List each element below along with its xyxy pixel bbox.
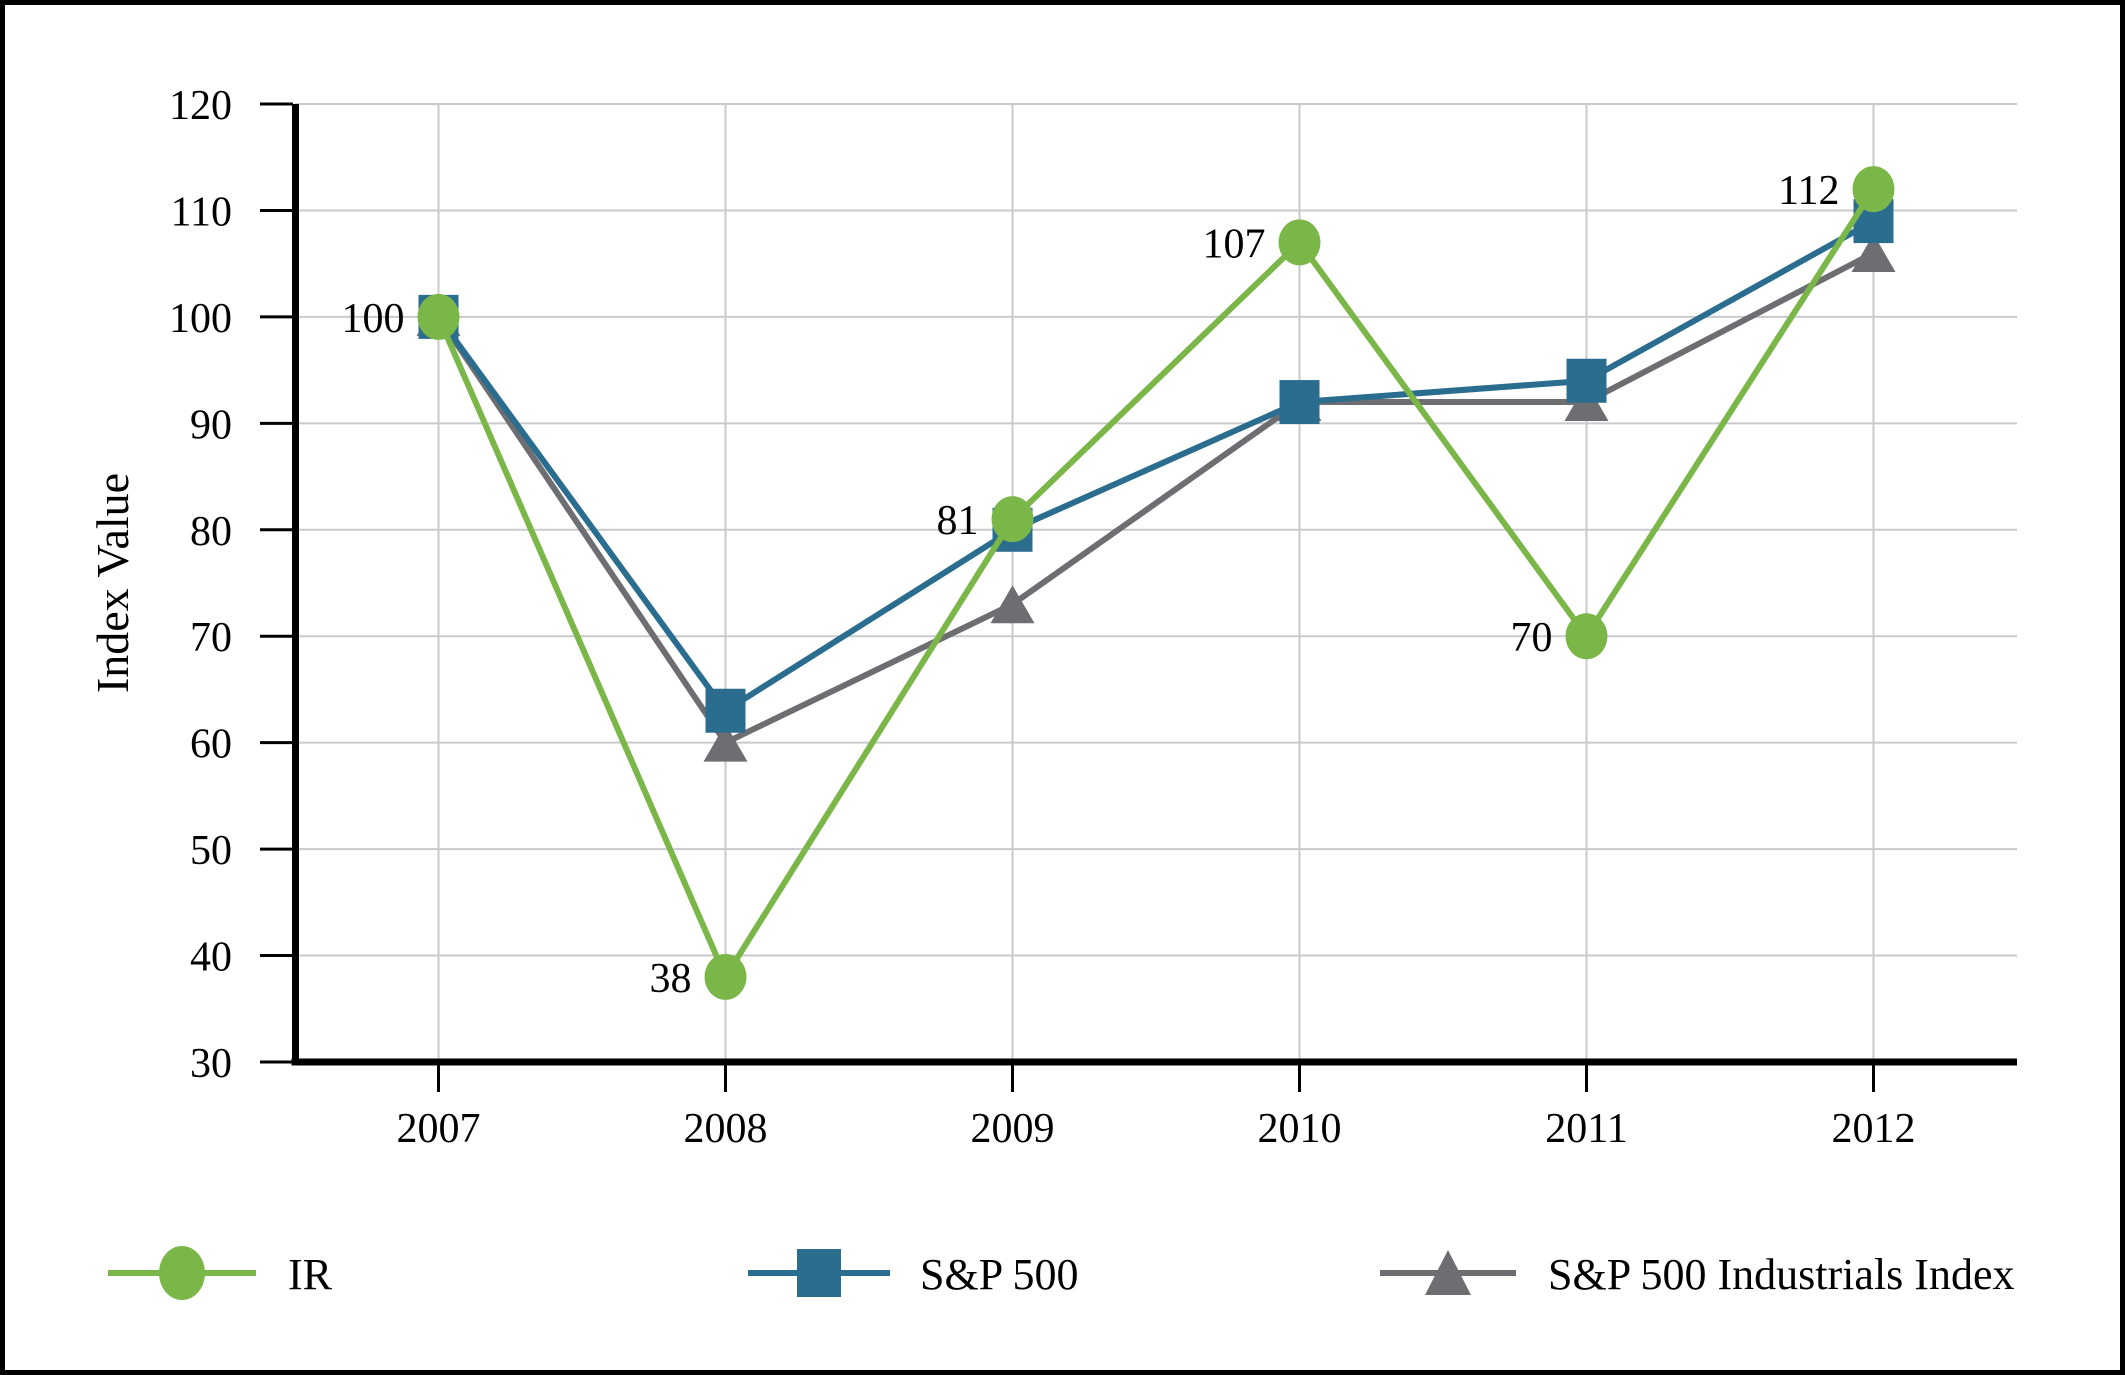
square-marker-s-p-500-2010 [1279, 380, 1320, 425]
data-label-2010: 107 [1203, 221, 1266, 267]
data-label-2009: 81 [937, 498, 979, 544]
series-line-s-p-500 [436, 218, 1875, 715]
y-axis-title: Index Value [87, 473, 138, 693]
x-tick-label: 2007 [397, 1106, 481, 1152]
x-tick-label: 2012 [1832, 1106, 1916, 1152]
circle-marker-ir-2011 [1565, 613, 1608, 660]
axis-layer: 30 40 50 60 70 80 90 100 110 120 2007 2008 2009 2010 2… [169, 83, 2017, 1152]
legend-item-industrials: S&P 500 Industrials Index [1380, 1250, 2014, 1299]
circle-marker-ir-2009 [991, 496, 1034, 543]
legend-item-ir: IR [108, 1246, 333, 1300]
data-label-2007: 100 [342, 296, 405, 342]
y-tick-label: 30 [190, 1041, 232, 1087]
data-label-2012: 112 [1778, 168, 1839, 214]
triangle-marker-s-p-500-industrials-index-2008 [703, 723, 748, 762]
x-tick-label: 2011 [1545, 1106, 1627, 1152]
series-line-s-p-500-industrials-index [436, 250, 1875, 747]
y-tick-label: 80 [190, 509, 232, 555]
square-marker-icon [797, 1249, 841, 1297]
circle-marker-ir-2010 [1278, 219, 1321, 266]
legend-label-ir: IR [288, 1250, 333, 1299]
series-line-ir [435, 187, 1877, 984]
circle-marker-ir-2007 [417, 293, 460, 340]
y-tick-label: 90 [190, 402, 232, 448]
y-tick-label: 50 [190, 828, 232, 874]
performance-line-chart: 30 40 50 60 70 80 90 100 110 120 2007 2008 2009 2010 2… [87, 83, 2017, 1300]
legend-label-sp500: S&P 500 [920, 1250, 1079, 1299]
square-marker-s-p-500-2008 [705, 688, 746, 733]
y-tick-label: 100 [169, 296, 232, 342]
triangle-marker-s-p-500-industrials-index-2009 [990, 585, 1035, 624]
data-label-layer: 100 38 81 107 70 112 [342, 168, 1840, 1002]
circle-marker-ir-2008 [704, 953, 747, 1000]
data-label-2011: 70 [1511, 615, 1553, 661]
square-marker-s-p-500-2011 [1566, 358, 1607, 403]
data-label-2008: 38 [650, 956, 692, 1002]
x-tick-label: 2010 [1258, 1106, 1342, 1152]
series-layer [416, 166, 1896, 1000]
series-ir [417, 166, 1895, 1000]
legend-label-industrials: S&P 500 Industrials Index [1548, 1250, 2014, 1299]
triangle-marker-s-p-500-industrials-index-2012 [1851, 234, 1896, 273]
legend: IR S&P 500 S&P 500 Industrials Index [108, 1246, 2014, 1300]
y-tick-label: 60 [190, 722, 232, 768]
triangle-marker-icon [1425, 1250, 1471, 1295]
circle-marker-ir-2012 [1852, 166, 1895, 213]
y-tick-label: 40 [190, 935, 232, 981]
y-tick-label: 70 [190, 615, 232, 661]
circle-marker-icon [159, 1246, 205, 1300]
y-tick-label: 110 [171, 189, 232, 235]
x-tick-label: 2008 [684, 1106, 768, 1152]
legend-item-sp500: S&P 500 [748, 1249, 1079, 1299]
x-tick-label: 2009 [971, 1106, 1055, 1152]
series-s-p-500 [418, 199, 1894, 733]
y-tick-label: 120 [169, 83, 232, 129]
